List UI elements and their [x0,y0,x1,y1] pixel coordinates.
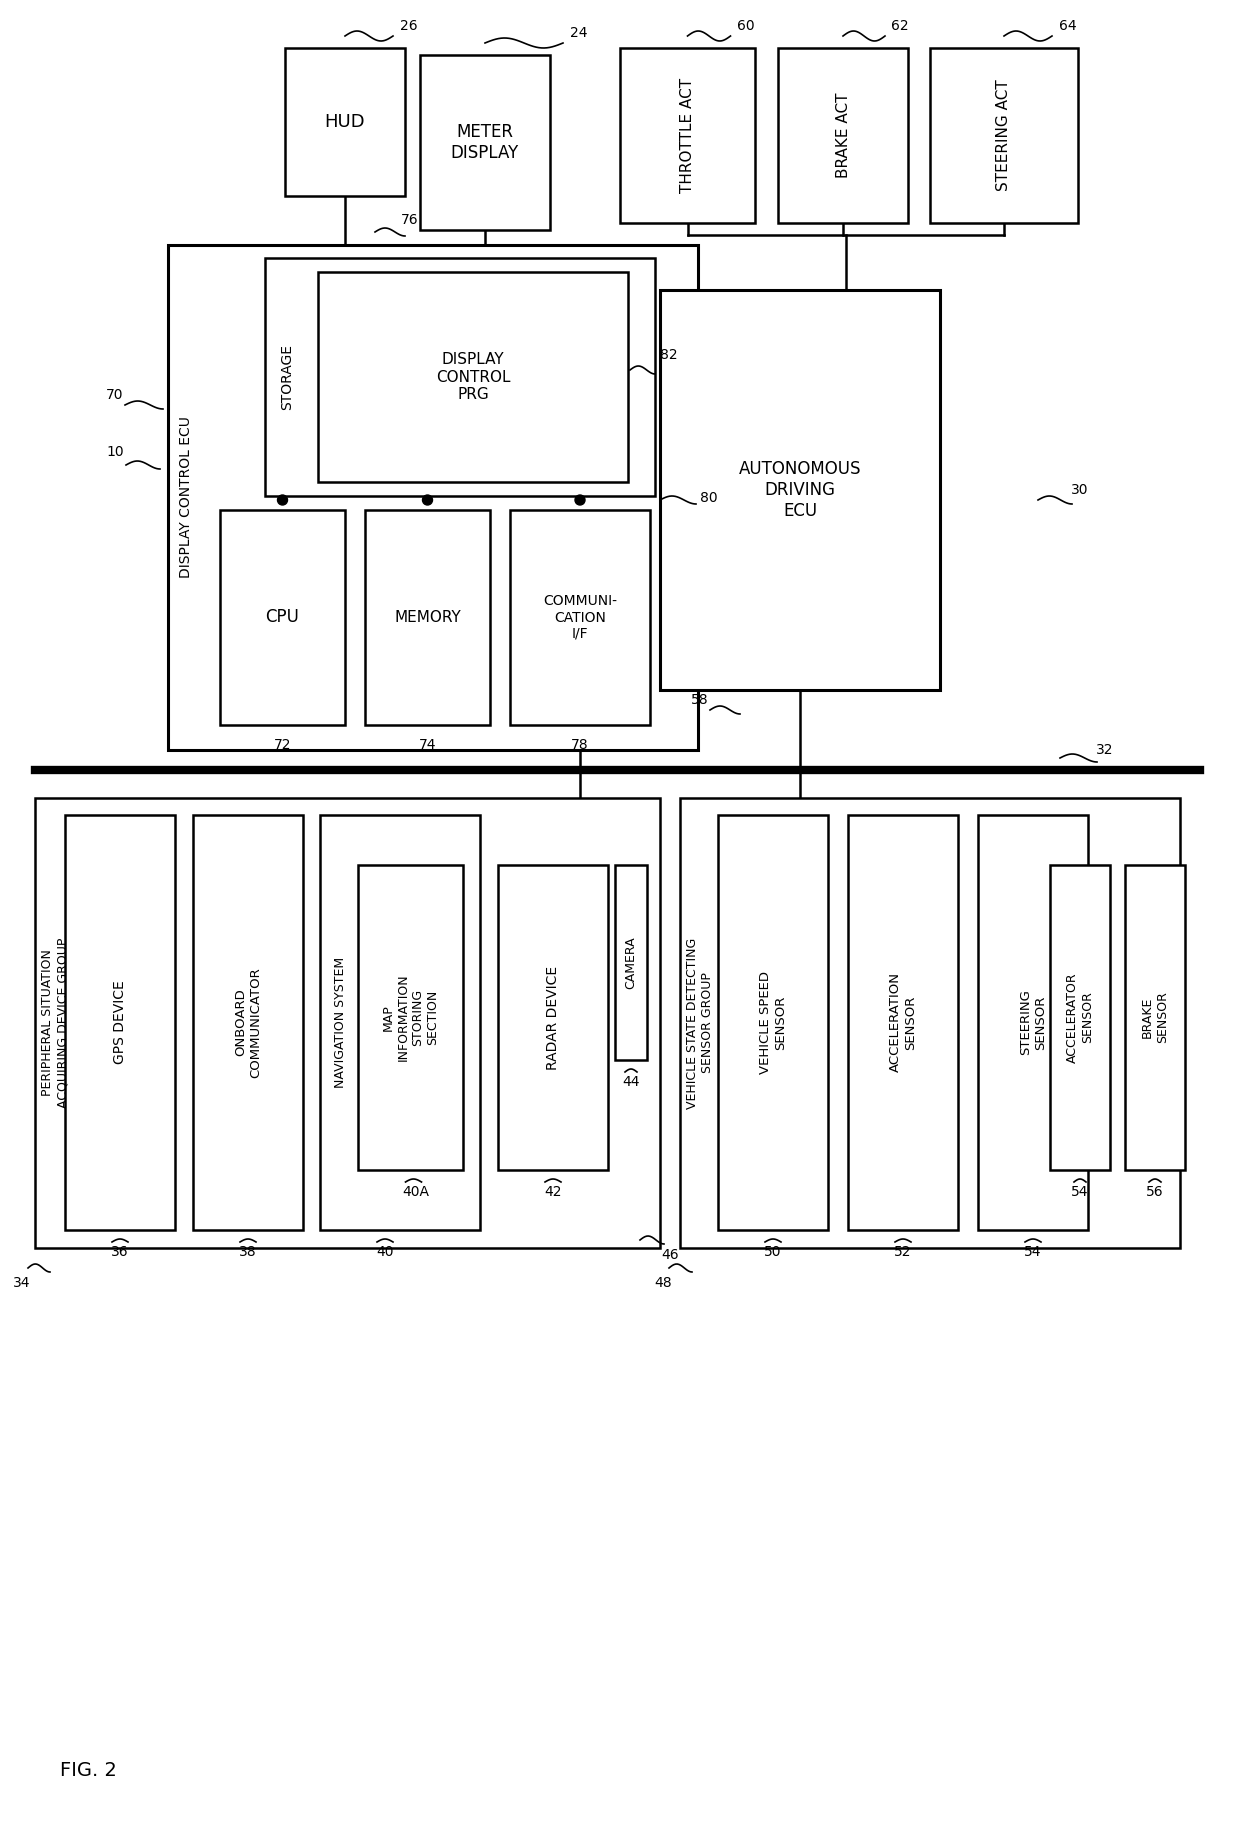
Text: 72: 72 [274,737,291,752]
Text: 82: 82 [660,348,677,361]
Text: 78: 78 [572,737,589,752]
Bar [167,246,698,750]
Text: 32: 32 [1096,743,1114,757]
Text: 54: 54 [1024,1245,1042,1258]
Bar [498,866,608,1170]
Circle shape [278,495,288,504]
Text: 64: 64 [1059,18,1076,33]
Text: STEERING ACT: STEERING ACT [997,79,1012,191]
Bar [285,48,405,196]
Text: 38: 38 [239,1245,257,1258]
Text: 54: 54 [1071,1185,1089,1199]
Text: 58: 58 [691,693,709,706]
Text: THROTTLE ACT: THROTTLE ACT [680,77,694,193]
Bar [620,48,755,224]
Text: NAVIGATION SYSTEM: NAVIGATION SYSTEM [334,957,346,1088]
Text: FIG. 2: FIG. 2 [60,1761,117,1779]
Text: 40: 40 [376,1245,394,1258]
Text: BRAKE
SENSOR: BRAKE SENSOR [1141,992,1169,1044]
Text: 34: 34 [14,1276,31,1289]
Text: DISPLAY CONTROL ECU: DISPLAY CONTROL ECU [179,416,193,578]
Bar [930,48,1078,224]
Text: 76: 76 [402,213,419,227]
Text: AUTONOMOUS
DRIVING
ECU: AUTONOMOUS DRIVING ECU [739,460,862,519]
Text: 10: 10 [107,446,124,458]
Bar [718,814,828,1231]
Text: ACCELERATION
SENSOR: ACCELERATION SENSOR [889,972,918,1073]
Text: CAMERA: CAMERA [625,935,637,989]
Bar [680,798,1180,1247]
Bar [35,798,660,1247]
Bar [660,290,940,690]
Text: 74: 74 [419,737,436,752]
Bar [777,48,908,224]
Text: VEHICLE SPEED
SENSOR: VEHICLE SPEED SENSOR [759,970,787,1075]
Text: 26: 26 [401,18,418,33]
Bar [1125,866,1185,1170]
Text: 70: 70 [107,389,124,402]
Text: 46: 46 [661,1247,678,1262]
Text: GPS DEVICE: GPS DEVICE [113,981,126,1064]
Text: 42: 42 [544,1185,562,1199]
Bar [320,814,480,1231]
Text: STORAGE: STORAGE [280,345,294,411]
Text: 52: 52 [894,1245,911,1258]
Text: COMMUNI-
CATION
I/F: COMMUNI- CATION I/F [543,594,618,640]
Bar [848,814,959,1231]
Text: 62: 62 [892,18,909,33]
Bar [978,814,1087,1231]
Text: CPU: CPU [265,609,299,627]
Bar [365,510,490,724]
Text: MAP
INFORMATION
STORING
SECTION: MAP INFORMATION STORING SECTION [382,974,439,1062]
Bar [317,271,627,482]
Text: DISPLAY
CONTROL
PRG: DISPLAY CONTROL PRG [435,352,510,402]
Text: VEHICLE STATE DETECTING
SENSOR GROUP: VEHICLE STATE DETECTING SENSOR GROUP [686,937,714,1108]
Text: 56: 56 [1146,1185,1164,1199]
Text: METER
DISPLAY: METER DISPLAY [451,123,520,161]
Text: HUD: HUD [325,114,366,130]
Bar [64,814,175,1231]
Text: 80: 80 [701,492,718,504]
Text: 24: 24 [570,26,588,40]
Circle shape [423,495,433,504]
Text: 36: 36 [112,1245,129,1258]
Bar [265,259,655,495]
Bar [219,510,345,724]
Bar [420,55,551,229]
Bar [510,510,650,724]
Circle shape [575,495,585,504]
Text: 40A: 40A [402,1185,429,1199]
Bar [615,866,647,1060]
Text: 48: 48 [655,1276,672,1289]
Text: 50: 50 [764,1245,781,1258]
Text: BRAKE ACT: BRAKE ACT [836,94,851,178]
Text: STEERING
SENSOR: STEERING SENSOR [1019,990,1047,1055]
Text: RADAR DEVICE: RADAR DEVICE [546,965,560,1069]
Text: 44: 44 [622,1075,640,1089]
Text: PERIPHERAL SITUATION
ACQUIRING DEVICE GROUP: PERIPHERAL SITUATION ACQUIRING DEVICE GR… [41,937,69,1108]
Bar [358,866,463,1170]
Text: MEMORY: MEMORY [394,611,461,625]
Text: ONBOARD
COMMUNICATOR: ONBOARD COMMUNICATOR [234,967,262,1078]
Text: 60: 60 [738,18,755,33]
Bar [1050,866,1110,1170]
Text: 30: 30 [1071,482,1089,497]
Bar [193,814,303,1231]
Text: ACCELERATOR
SENSOR: ACCELERATOR SENSOR [1066,972,1094,1064]
